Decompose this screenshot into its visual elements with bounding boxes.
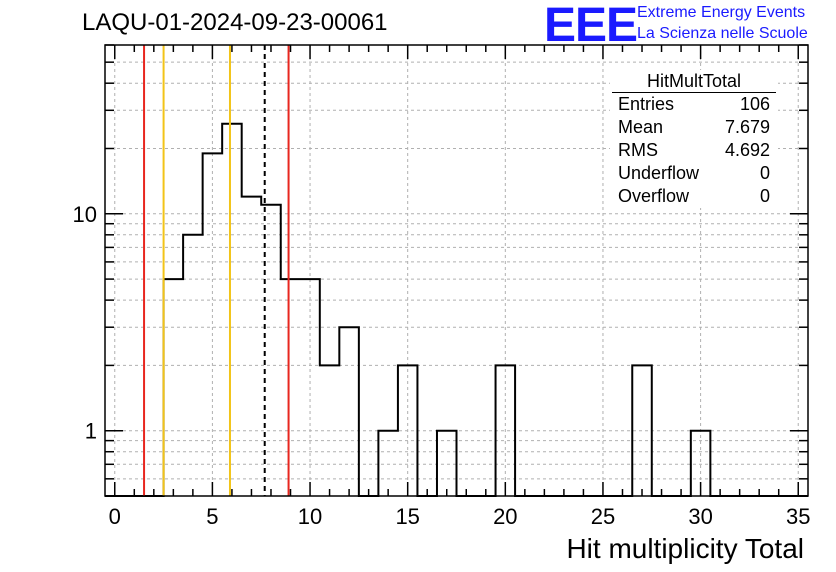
x-axis-label: Hit multiplicity Total <box>566 533 804 564</box>
stats-row-underflow: Underflow 0 <box>610 162 778 185</box>
stats-box: HitMultTotal Entries 106 Mean 7.679 RMS … <box>610 70 778 208</box>
x-tick-label: 20 <box>493 504 517 529</box>
x-tick-label: 10 <box>298 504 322 529</box>
stats-label: Overflow <box>618 186 690 206</box>
stats-row-overflow: Overflow 0 <box>610 185 778 208</box>
chart-title: LAQU-01-2024-09-23-00061 <box>82 9 388 36</box>
stats-value: 0 <box>759 163 770 183</box>
x-tick-label: 15 <box>395 504 419 529</box>
y-tick-label: 10 <box>73 202 97 227</box>
x-tick-label: 35 <box>786 504 810 529</box>
x-tick-label: 0 <box>109 504 121 529</box>
eee-logo: EEE <box>544 0 638 52</box>
stats-label: Underflow <box>618 163 700 183</box>
x-tick-label: 5 <box>206 504 218 529</box>
stats-row-rms: RMS 4.692 <box>610 139 778 162</box>
logo-line-2: La Scienza nelle Scuole <box>637 25 808 42</box>
x-tick-label: 25 <box>591 504 615 529</box>
stats-value: 0 <box>759 186 770 206</box>
stats-label: RMS <box>618 140 658 160</box>
stats-label: Mean <box>618 117 664 137</box>
stats-value: 4.692 <box>724 140 770 160</box>
x-tick-label: 30 <box>688 504 712 529</box>
logo-line-1: Extreme Energy Events <box>637 4 806 21</box>
stats-label: Entries <box>618 94 675 114</box>
stats-value: 106 <box>739 94 770 114</box>
stats-row-mean: Mean 7.679 <box>610 116 778 139</box>
marker-lines <box>143 45 290 496</box>
axis-ticks: 0 5 10 15 20 25 30 35 1 10 <box>73 44 810 529</box>
stats-title: HitMultTotal <box>612 70 776 93</box>
stats-row-entries: Entries 106 <box>610 93 778 116</box>
y-tick-label: 1 <box>85 419 97 444</box>
plot-frame <box>104 44 809 497</box>
stats-value: 7.679 <box>724 117 770 137</box>
